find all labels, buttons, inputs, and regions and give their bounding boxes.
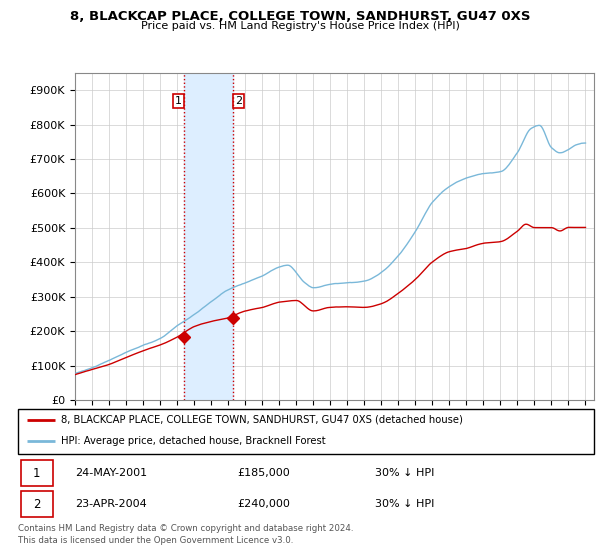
- Text: This data is licensed under the Open Government Licence v3.0.: This data is licensed under the Open Gov…: [18, 536, 293, 545]
- Text: 8, BLACKCAP PLACE, COLLEGE TOWN, SANDHURST, GU47 0XS: 8, BLACKCAP PLACE, COLLEGE TOWN, SANDHUR…: [70, 10, 530, 23]
- Text: 24-MAY-2001: 24-MAY-2001: [76, 468, 148, 478]
- Text: 1: 1: [33, 466, 40, 480]
- Text: 1: 1: [175, 96, 182, 106]
- Text: 30% ↓ HPI: 30% ↓ HPI: [375, 468, 434, 478]
- Text: 8, BLACKCAP PLACE, COLLEGE TOWN, SANDHURST, GU47 0XS (detached house): 8, BLACKCAP PLACE, COLLEGE TOWN, SANDHUR…: [61, 415, 463, 425]
- Text: 23-APR-2004: 23-APR-2004: [76, 499, 148, 509]
- Text: £240,000: £240,000: [237, 499, 290, 509]
- Text: £185,000: £185,000: [237, 468, 290, 478]
- Text: Price paid vs. HM Land Registry's House Price Index (HPI): Price paid vs. HM Land Registry's House …: [140, 21, 460, 31]
- Text: 30% ↓ HPI: 30% ↓ HPI: [375, 499, 434, 509]
- Bar: [21, 491, 53, 517]
- Text: HPI: Average price, detached house, Bracknell Forest: HPI: Average price, detached house, Brac…: [61, 436, 326, 446]
- Bar: [21, 460, 53, 486]
- Text: Contains HM Land Registry data © Crown copyright and database right 2024.: Contains HM Land Registry data © Crown c…: [18, 524, 353, 533]
- Text: 2: 2: [235, 96, 242, 106]
- Text: 2: 2: [33, 497, 40, 511]
- Bar: [184, 73, 233, 400]
